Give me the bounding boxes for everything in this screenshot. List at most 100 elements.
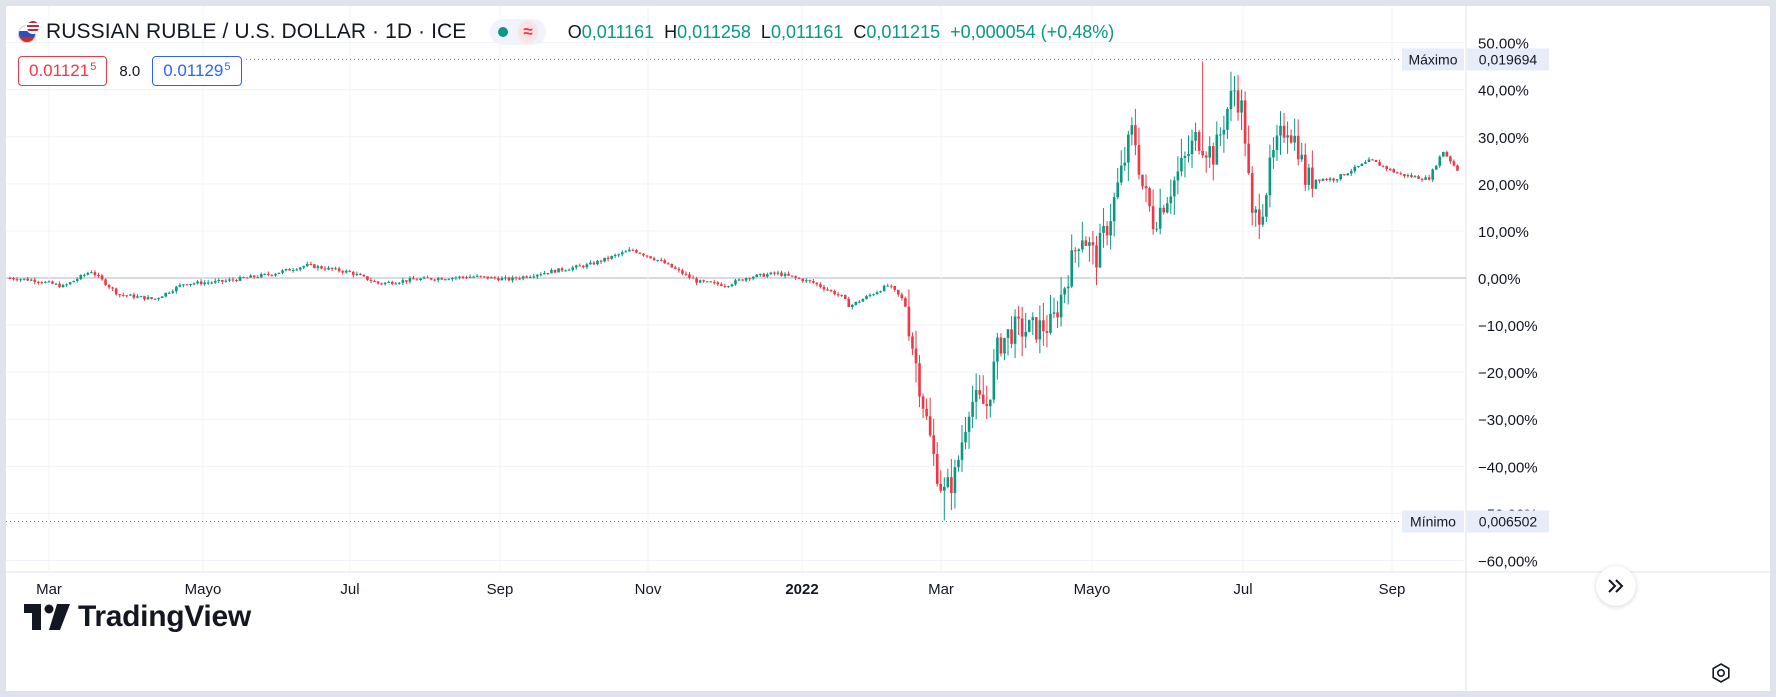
candle (1017, 305, 1020, 336)
price-axis[interactable]: 50,00% 40,00% 30,00% 20,00% 10,00% 0,00% −10,0… (1478, 36, 1538, 571)
buy-button[interactable]: 0.01129 5 (152, 56, 242, 86)
candle (1381, 165, 1385, 168)
market-status[interactable]: ≈ (490, 19, 546, 45)
sell-button[interactable]: 0.01121 5 (18, 56, 108, 86)
y-tick-label: 40,00% (1478, 83, 1529, 100)
price-chart[interactable]: 50,00% 40,00% 30,00% 20,00% 10,00% 0,00% −10,0… (6, 6, 1770, 691)
candle (1346, 173, 1350, 176)
candle (1233, 76, 1236, 107)
candle (999, 333, 1003, 357)
candle (1208, 136, 1212, 168)
scroll-to-realtime-button[interactable] (1596, 566, 1636, 606)
candle (511, 275, 514, 283)
candle (118, 293, 122, 298)
candle (1385, 165, 1388, 172)
candle (366, 276, 369, 281)
candle (1452, 159, 1456, 167)
candle (408, 276, 412, 284)
candle (444, 278, 447, 281)
candle (1134, 108, 1137, 156)
candle (1098, 223, 1102, 268)
candle (238, 275, 242, 282)
candle (1169, 179, 1173, 214)
candle (769, 272, 773, 275)
candle (1275, 124, 1279, 161)
candle (213, 278, 217, 284)
candle (981, 375, 985, 405)
candle (1165, 197, 1169, 214)
candle (330, 267, 334, 271)
candle (121, 292, 125, 297)
candle (1119, 150, 1123, 186)
candle (720, 282, 723, 287)
candle (1303, 143, 1307, 192)
candle (868, 293, 872, 298)
candle (164, 292, 168, 298)
candle (815, 282, 819, 287)
candle (355, 271, 359, 277)
candle (613, 253, 617, 259)
candle (1190, 129, 1194, 168)
candle (840, 294, 843, 298)
tradingview-logo[interactable]: TradingView (24, 600, 251, 634)
candle (989, 399, 992, 418)
tradingview-logo-icon (24, 604, 70, 630)
chart-settings-button[interactable] (1706, 658, 1736, 688)
candle (490, 276, 493, 279)
candle (907, 289, 911, 341)
svg-text:0,006502: 0,006502 (1479, 513, 1538, 529)
svg-text:0,019694: 0,019694 (1479, 51, 1538, 67)
candle (812, 279, 815, 284)
candle (316, 264, 320, 271)
candle (773, 271, 776, 276)
candle (737, 278, 741, 282)
candle (29, 278, 33, 282)
candle (716, 281, 720, 286)
candle (40, 281, 44, 285)
candle (755, 274, 759, 278)
candle (1035, 316, 1038, 343)
candle (652, 256, 656, 261)
candle (1077, 248, 1081, 268)
candle (904, 296, 907, 308)
candle (422, 275, 426, 280)
candle (978, 374, 981, 400)
candle (1254, 206, 1258, 227)
candle (1027, 319, 1031, 333)
candle (596, 259, 599, 266)
candle (1176, 156, 1180, 195)
candle (1289, 129, 1293, 144)
candle (974, 373, 978, 420)
candle (136, 294, 139, 299)
candle (670, 263, 674, 268)
candle (635, 249, 638, 254)
symbol-title[interactable]: RUSSIAN RUBLE / U.S. DOLLAR · 1D · ICE (46, 20, 467, 43)
candle (543, 270, 546, 275)
candles (8, 61, 1459, 521)
candle (461, 275, 465, 280)
candle (376, 281, 380, 285)
candle (1321, 178, 1325, 182)
svg-text:Mínimo: Mínimo (1410, 513, 1456, 529)
candle (1367, 157, 1371, 163)
candle (525, 275, 528, 279)
candle (1042, 302, 1045, 346)
ohlc-change: +0,000054 (+0,48%) (950, 21, 1115, 42)
candle (436, 276, 440, 283)
candle (1431, 168, 1434, 183)
time-axis[interactable]: Mar Mayo Jul Sep Nov 2022 Mar Mayo Jul Sep (36, 581, 1405, 598)
candle (1229, 71, 1233, 122)
y-tick-label: −30,00% (1478, 412, 1538, 429)
candle (1070, 234, 1074, 288)
candle (822, 284, 826, 292)
candle (1332, 177, 1335, 183)
x-tick-label: Mar (36, 581, 62, 598)
candle (426, 275, 429, 279)
candle (624, 249, 628, 253)
candle (879, 290, 882, 293)
candle (359, 272, 362, 276)
candle (153, 298, 157, 300)
candle (210, 281, 214, 285)
candle (182, 284, 185, 288)
candle (804, 278, 808, 284)
